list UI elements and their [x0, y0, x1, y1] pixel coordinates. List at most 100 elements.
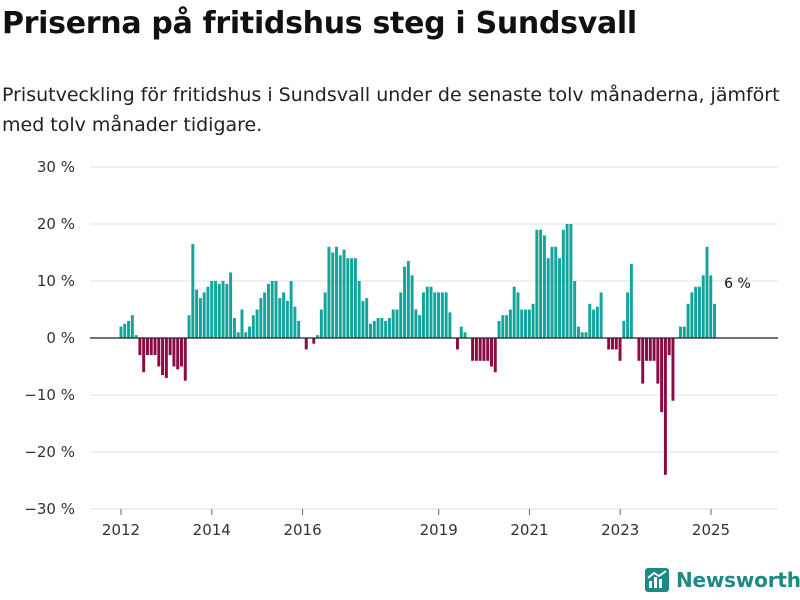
bar — [550, 246, 554, 338]
bar — [535, 229, 539, 338]
bar — [198, 298, 202, 338]
bar — [259, 298, 263, 338]
bar — [183, 338, 187, 381]
bar — [285, 300, 289, 338]
bar — [554, 246, 558, 338]
y-tick-label: 20 % — [37, 215, 75, 233]
bar — [641, 338, 645, 384]
bar — [123, 323, 127, 338]
bar — [618, 338, 622, 361]
bar — [297, 320, 301, 338]
bar — [214, 281, 217, 338]
bar — [119, 326, 123, 338]
bar — [705, 246, 709, 338]
grid-lines — [90, 166, 778, 510]
bar — [501, 315, 505, 338]
bar — [176, 338, 180, 370]
bar — [312, 338, 316, 344]
bar — [637, 338, 641, 361]
bar — [319, 309, 323, 338]
bar — [497, 320, 501, 338]
x-tick-label: 2014 — [193, 521, 231, 539]
bar — [697, 286, 701, 338]
bar — [539, 229, 543, 338]
bar — [206, 286, 210, 338]
bar — [580, 332, 584, 338]
bar — [327, 246, 331, 338]
bar — [478, 338, 482, 361]
bar — [372, 320, 376, 338]
bar — [455, 338, 459, 350]
bar — [542, 235, 546, 338]
bar — [365, 298, 369, 338]
bar — [293, 306, 297, 338]
bar — [599, 292, 603, 338]
bar — [391, 309, 395, 338]
bar — [406, 261, 410, 338]
y-axis-ticks: 30 % 20 % 10 % 0 % −10 % −20 % −30 % — [24, 158, 75, 518]
bar — [463, 332, 467, 338]
bar — [607, 338, 611, 350]
y-tick-label: 0 % — [46, 329, 75, 347]
bar — [626, 292, 630, 338]
bar — [202, 292, 206, 338]
bar — [652, 338, 656, 361]
y-tick-label: −20 % — [24, 443, 75, 461]
bar — [474, 338, 478, 361]
bar — [520, 309, 524, 338]
bar — [690, 292, 694, 338]
bar — [403, 266, 407, 338]
bar — [168, 338, 172, 356]
bar — [459, 326, 463, 338]
y-tick-label: 10 % — [37, 272, 75, 290]
bar — [686, 303, 690, 338]
bar — [157, 338, 161, 367]
bar — [440, 292, 444, 338]
x-tick-label: 2016 — [283, 521, 321, 539]
bar — [592, 309, 596, 338]
bar — [694, 286, 698, 338]
bar — [561, 229, 565, 338]
bar — [217, 283, 221, 338]
bar — [240, 309, 244, 338]
bar — [645, 338, 648, 361]
bar — [369, 323, 372, 338]
x-tick-label: 2019 — [420, 521, 458, 539]
bar — [263, 292, 267, 338]
x-tick-label: 2012 — [102, 521, 140, 539]
bar — [516, 292, 520, 338]
bar — [346, 258, 350, 338]
bar — [512, 286, 516, 338]
bar — [134, 335, 138, 338]
bar — [471, 338, 475, 361]
y-tick-label: −30 % — [24, 500, 75, 518]
bar — [127, 320, 131, 338]
bar — [331, 252, 335, 338]
x-tick-label: 2021 — [510, 521, 548, 539]
bar — [266, 283, 270, 338]
bar — [164, 338, 168, 378]
bar — [232, 318, 236, 338]
bar — [482, 338, 486, 361]
bar — [508, 309, 512, 338]
bar — [335, 246, 338, 338]
bar — [421, 292, 425, 338]
bar — [187, 315, 191, 338]
bar — [229, 272, 233, 338]
brand: Newsworthy — [645, 568, 800, 592]
bar — [161, 338, 165, 376]
bar — [569, 224, 573, 338]
bar — [709, 275, 713, 338]
bar — [584, 332, 588, 338]
bar — [629, 263, 633, 338]
bar — [713, 303, 717, 338]
x-tick-label: 2025 — [692, 521, 730, 539]
bar — [145, 338, 149, 356]
bar — [486, 338, 490, 361]
bar — [221, 281, 225, 338]
y-tick-label: −10 % — [24, 386, 75, 404]
bar — [410, 275, 414, 338]
bar — [425, 286, 429, 338]
bar — [527, 309, 531, 338]
